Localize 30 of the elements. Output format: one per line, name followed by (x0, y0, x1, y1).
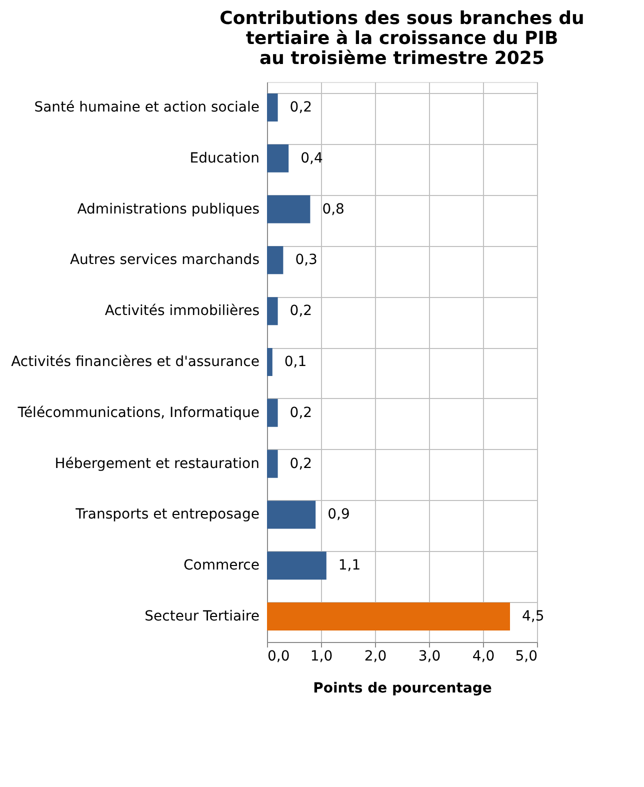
chart-title: Contributions des sous branches du tertiaire à la croissance du PIB au troisième trimestre 2025 (220, 8, 584, 69)
data-label: 0,2 (290, 404, 312, 421)
x-axis-title: Points de pourcentage (313, 680, 492, 696)
y-tick-label: Secteur Tertiaire (144, 608, 260, 625)
x-tick-label: 0,0 (268, 648, 290, 664)
data-label: 0,2 (290, 303, 312, 320)
y-tick-label: Activités immobilières (104, 303, 260, 320)
x-tick-label: 4,0 (472, 648, 495, 664)
data-label: 0,3 (295, 252, 318, 268)
x-tick-label: 2,0 (364, 648, 387, 664)
y-tick-label: Santé humaine et action sociale (34, 99, 260, 116)
x-tick-label: 3,0 (418, 648, 441, 664)
data-label: 0,1 (284, 354, 307, 370)
data-label: 0,8 (322, 201, 344, 218)
data-label: 0,9 (328, 506, 350, 523)
y-tick-label: Administrations publiques (77, 201, 260, 218)
data-label: 0,4 (300, 150, 323, 166)
data-label: 4,5 (522, 608, 544, 625)
data-label: 0,2 (290, 456, 312, 472)
y-tick-label: Autres services marchands (70, 252, 260, 268)
data-label: 0,2 (290, 99, 312, 116)
y-tick-label: Hébergement et restauration (54, 456, 260, 472)
data-label: 1,1 (338, 558, 361, 574)
y-tick-label: Télécommunications, Informatique (16, 404, 260, 421)
x-tick-label: 5,0 (515, 648, 538, 664)
y-tick-label: Education (190, 150, 260, 166)
y-tick-label: Transports et entreposage (74, 506, 260, 523)
y-tick-label: Activités financières et d'assurance (11, 354, 260, 370)
y-tick-label: Commerce (184, 558, 260, 574)
x-tick-label: 1,0 (310, 648, 333, 664)
